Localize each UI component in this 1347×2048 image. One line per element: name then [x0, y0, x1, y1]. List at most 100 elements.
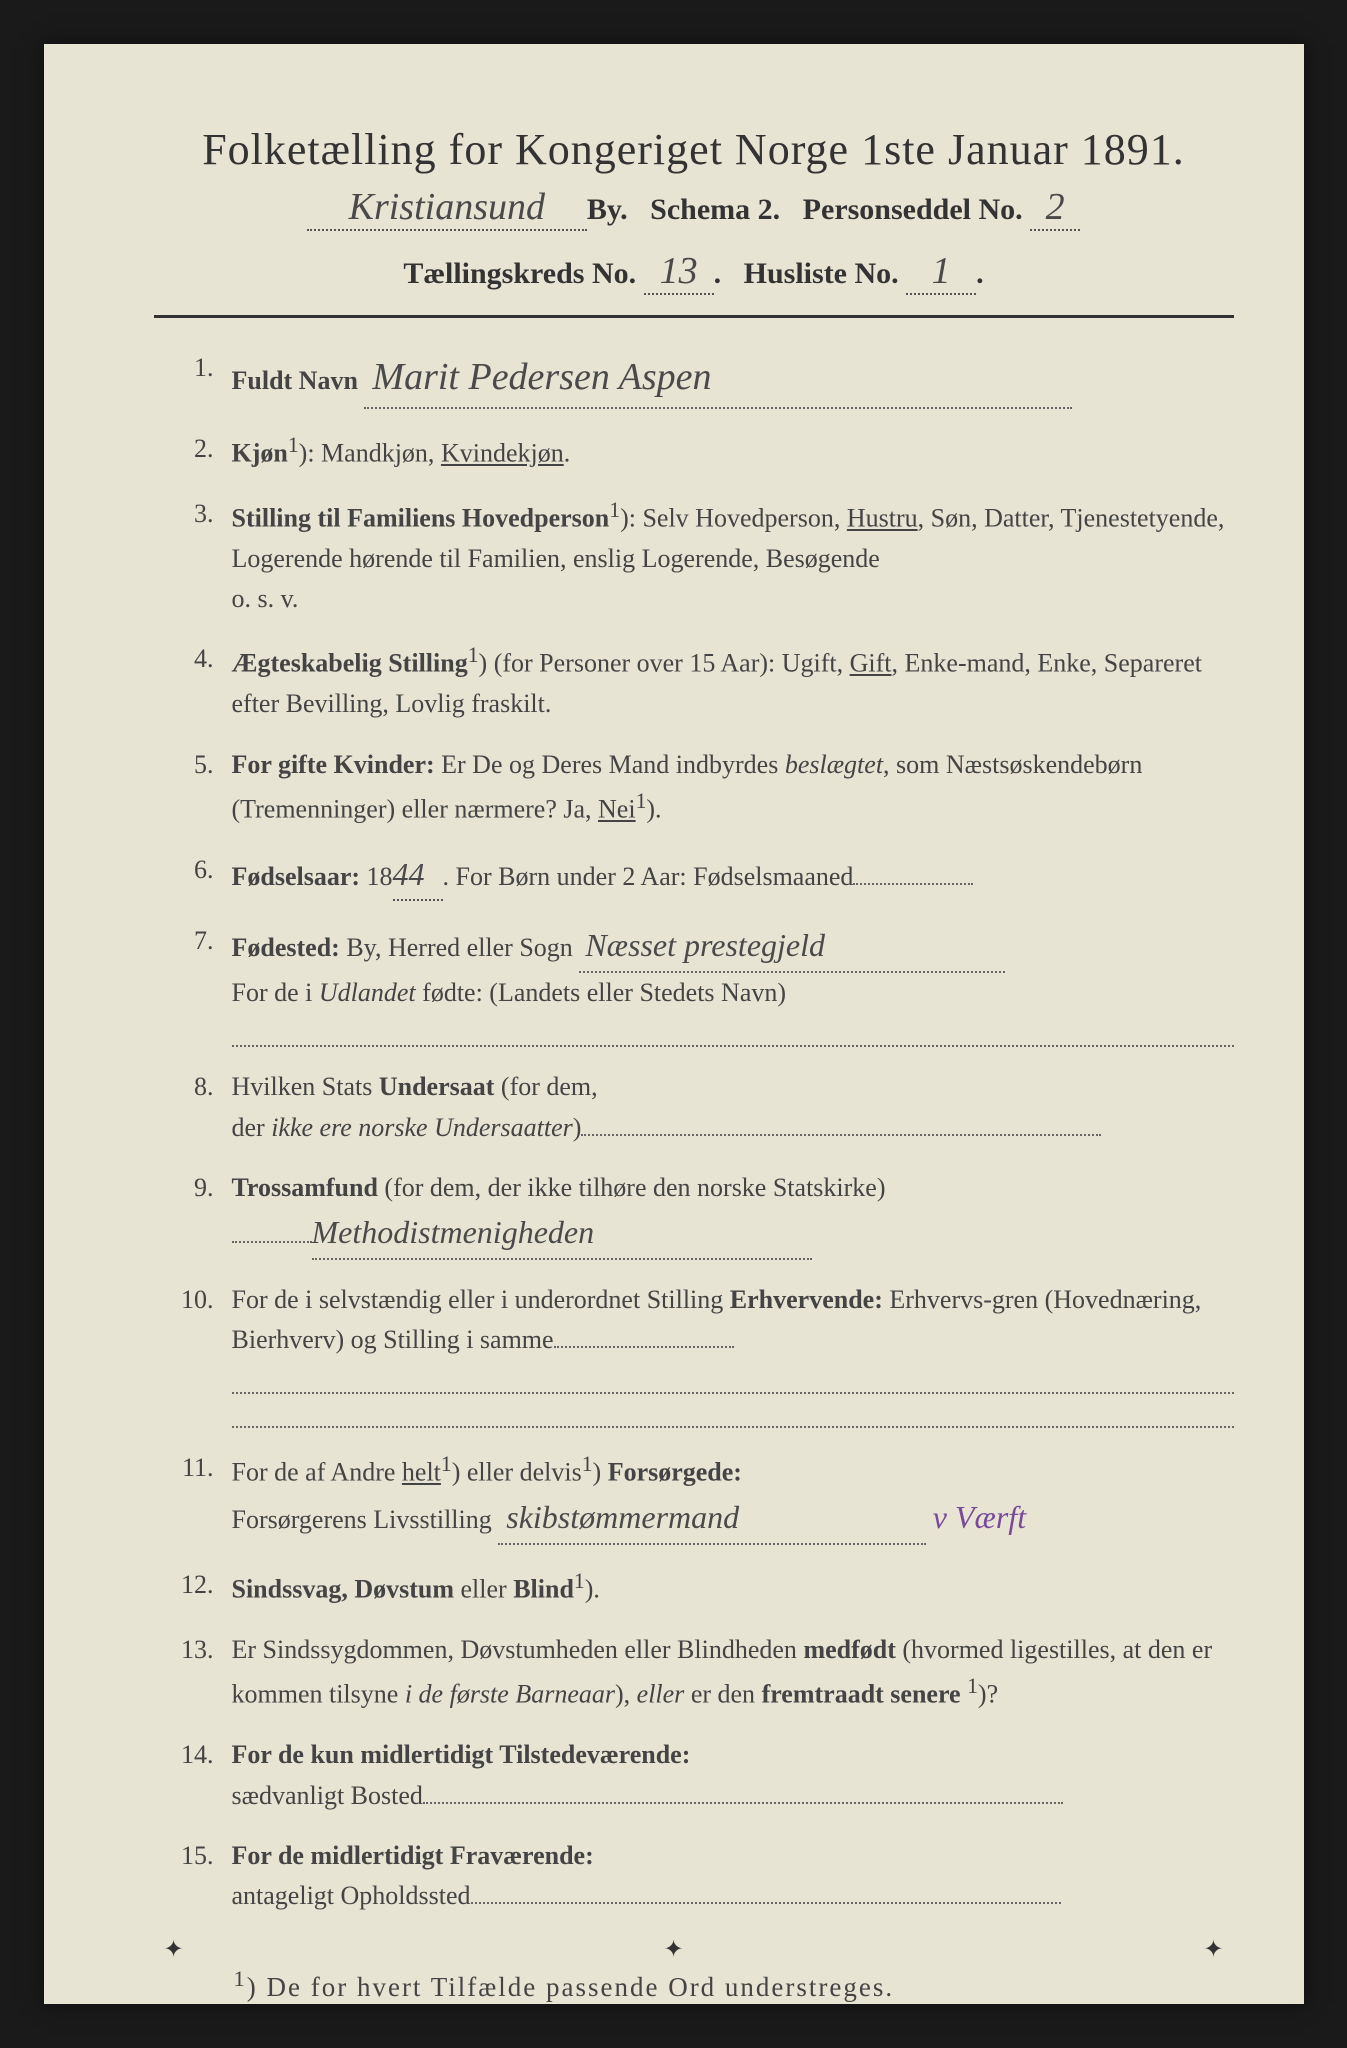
item-num: 2.: [154, 429, 232, 474]
item-1: 1. Fuldt Navn Marit Pedersen Aspen: [154, 348, 1234, 409]
husliste-label: Husliste No.: [744, 257, 899, 290]
item-content: Trossamfund (for dem, der ikke tilhøre d…: [232, 1168, 1234, 1260]
kvindekjon: Kvindekjøn: [441, 439, 564, 468]
it: ikke ere norske Undersaatter: [271, 1113, 573, 1142]
s2: 1: [582, 1452, 593, 1476]
subtitle-row-2: Tællingskreds No. 13. Husliste No. 1.: [154, 249, 1234, 295]
blank: [581, 1134, 1101, 1136]
eller: eller: [637, 1680, 685, 1709]
item-content: Ægteskabelig Stilling1) (for Personer ov…: [232, 639, 1234, 724]
t1: (for dem,: [494, 1072, 597, 1101]
sup: 1: [288, 433, 299, 457]
mark-center: ✦: [664, 1935, 684, 1964]
footnote: 1) De for hvert Tilfælde passende Ord un…: [154, 1966, 1234, 2003]
item-10: 10. For de i selvstændig eller i underor…: [154, 1280, 1234, 1429]
label: Fødselsaar:: [232, 862, 361, 891]
divider: [154, 315, 1234, 318]
livsstilling-value: skibstømmermand: [498, 1493, 926, 1545]
t1: ) (for Personer over 15 Aar): Ugift,: [479, 649, 850, 678]
item-num: 14.: [154, 1735, 232, 1816]
item-content: Fuldt Navn Marit Pedersen Aspen: [232, 348, 1234, 409]
item-4: 4. Ægteskabelig Stilling1) (for Personer…: [154, 639, 1234, 724]
t1: ): Selv Hovedperson,: [620, 504, 847, 533]
item-content: Er Sindssygdommen, Døvstumheden eller Bl…: [232, 1630, 1234, 1715]
item-num: 10.: [154, 1280, 232, 1429]
label: Stilling til Familiens Hovedperson: [232, 504, 610, 533]
t2: der: [232, 1113, 272, 1142]
fullname-value: Marit Pedersen Aspen: [364, 348, 1072, 409]
item-11: 11. For de af Andre helt1) eller delvis1…: [154, 1448, 1234, 1545]
item-content: For gifte Kvinder: Er De og Deres Mand i…: [232, 745, 1234, 830]
seddel-no: 2: [1030, 185, 1080, 231]
nei: Nei: [598, 795, 636, 824]
item-content: For de midlertidigt Fraværende: antageli…: [232, 1836, 1234, 1917]
label: Ægteskabelig Stilling: [232, 649, 468, 678]
sup: 1: [468, 643, 479, 667]
item-content: Stilling til Familiens Hovedperson1): Se…: [232, 494, 1234, 620]
item-num: 5.: [154, 745, 232, 830]
city-handwritten: Kristiansund: [307, 185, 587, 231]
label: For gifte Kvinder:: [232, 750, 435, 779]
mark-right: ✦: [1203, 1935, 1223, 1964]
t: Sindssvag, Døvstum: [232, 1575, 455, 1604]
medfodt: medfødt: [803, 1635, 895, 1664]
item-5: 5. For gifte Kvinder: Er De og Deres Man…: [154, 745, 1234, 830]
hustru: Hustru: [847, 504, 918, 533]
sup: 1: [574, 1569, 585, 1593]
item-num: 13.: [154, 1630, 232, 1715]
item-content: Fødselsaar: 1844. For Børn under 2 Aar: …: [232, 850, 1234, 902]
t2: For de i: [232, 978, 319, 1007]
item-8: 8. Hvilken Stats Undersaat (for dem, der…: [154, 1067, 1234, 1148]
item-7: 7. Fødested: By, Herred eller Sogn Næsse…: [154, 921, 1234, 1047]
label: Trossamfund: [232, 1173, 378, 1202]
footnote-sup: 1: [234, 1966, 247, 1991]
t1: By, Herred eller Sogn: [340, 933, 573, 962]
s1: 1: [441, 1452, 452, 1476]
t3: ),: [615, 1680, 637, 1709]
udlandet: Udlandet: [319, 978, 416, 1007]
schema-label: Schema 2.: [650, 193, 780, 226]
item-num: 9.: [154, 1168, 232, 1260]
blank1: [554, 1346, 734, 1348]
item-num: 8.: [154, 1067, 232, 1148]
kreds-label: Tællingskreds No.: [403, 257, 636, 290]
tail: )?: [978, 1680, 998, 1709]
line2: Forsørgerens Livsstilling: [232, 1505, 492, 1534]
item-num: 15.: [154, 1836, 232, 1917]
item-12: 12. Sindssvag, Døvstum eller Blind1).: [154, 1565, 1234, 1610]
blank-line: [232, 1017, 1234, 1047]
i1: beslægtet: [785, 750, 883, 779]
i1: i de første Barneaar: [405, 1680, 615, 1709]
t1: Er Sindssygdommen, Døvstumheden eller Bl…: [232, 1635, 804, 1664]
forsorgede: Forsørgede:: [608, 1458, 742, 1487]
item-content: Hvilken Stats Undersaat (for dem, der ik…: [232, 1067, 1234, 1148]
t1: For de i selvstændig eller i underordnet…: [232, 1285, 730, 1314]
blank3: [232, 1398, 1234, 1428]
item-content: Kjøn1): Mandkjøn, Kvindekjøn.: [232, 429, 1234, 474]
helt: helt: [402, 1458, 441, 1487]
t1: (for dem, der ikke tilhøre den norske St…: [378, 1173, 886, 1202]
footnote-text: ) De for hvert Tilfælde passende Ord und…: [247, 1972, 894, 2002]
b: For de midlertidigt Fraværende:: [232, 1841, 594, 1870]
main-title: Folketælling for Kongeriget Norge 1ste J…: [154, 124, 1234, 175]
year-value: 44: [393, 850, 443, 902]
mark-left: ✦: [164, 1935, 184, 1964]
seddel-label: Personseddel No.: [803, 193, 1023, 226]
trossamfund-value: Methodistmenigheden: [312, 1208, 812, 1260]
t4: er den: [684, 1680, 761, 1709]
tail: ).: [646, 795, 661, 824]
b: For de kun midlertidigt Tilstedeværende:: [232, 1740, 691, 1769]
line2: sædvanligt Bosted: [232, 1781, 423, 1810]
t3: ): [593, 1458, 608, 1487]
city-suffix: By.: [587, 193, 628, 226]
t2: . For Børn under 2 Aar: Fødselsmaaned: [443, 862, 854, 891]
t1: Er De og Deres Mand indbyrdes: [435, 750, 785, 779]
census-form-page: Folketælling for Kongeriget Norge 1ste J…: [44, 44, 1304, 2004]
senere: fremtraadt senere: [762, 1680, 961, 1709]
sup: 1: [609, 498, 620, 522]
item-14: 14. For de kun midlertidigt Tilstedevære…: [154, 1735, 1234, 1816]
t2: ) eller delvis: [452, 1458, 582, 1487]
line2: antageligt Opholdssted: [232, 1881, 471, 1910]
label: Kjøn: [232, 439, 288, 468]
blind: Blind: [513, 1575, 574, 1604]
